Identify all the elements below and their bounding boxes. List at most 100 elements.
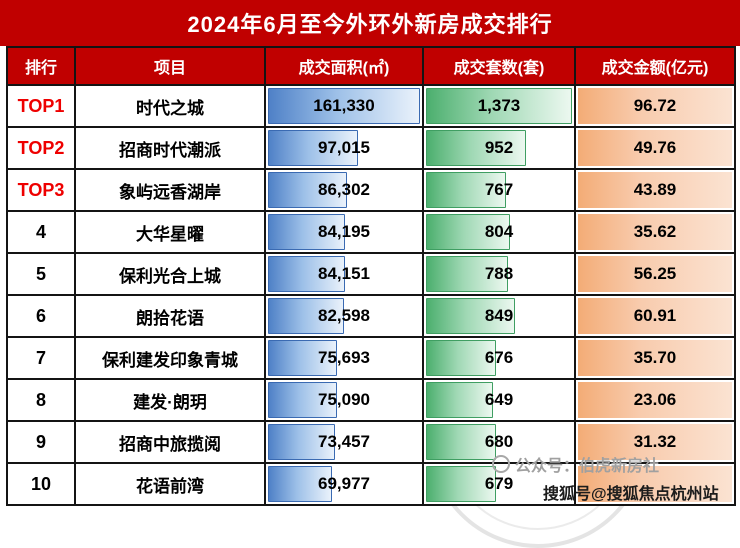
amount-value: 31.32: [633, 432, 677, 451]
rank-cell: 6: [6, 294, 76, 338]
table-row: 7 保利建发印象青城 75,693 676 35.70: [6, 336, 736, 380]
units-value: 649: [484, 390, 514, 409]
table-row: 10 花语前湾 69,977 679: [6, 462, 736, 506]
amount-fill-bar: [578, 424, 732, 460]
amount-fill-bar: [578, 88, 732, 124]
amount-fill-bar: [578, 340, 732, 376]
project-cell: 大华星曜: [74, 210, 266, 254]
table-body: TOP1 时代之城 161,330 1,373 96.72 TOP2 招商时代潮派 97,01…: [6, 84, 736, 506]
amount-cell: 35.70: [574, 336, 736, 380]
page-title: 2024年6月至今外环外新房成交排行: [0, 0, 740, 46]
amount-cell: 60.91: [574, 294, 736, 338]
table-row: 9 招商中旅揽阅 73,457 680 31.32: [6, 420, 736, 464]
area-data-bar: [268, 466, 332, 502]
units-data-bar: [426, 214, 510, 250]
units-value: 767: [484, 180, 514, 199]
area-value: 69,977: [318, 474, 370, 493]
area-value: 73,457: [318, 432, 370, 451]
units-data-bar: [426, 340, 496, 376]
area-value: 84,195: [318, 222, 370, 241]
area-value: 86,302: [318, 180, 370, 199]
units-value: 679: [484, 474, 514, 493]
amount-fill-bar: [578, 130, 732, 166]
header-project: 项目: [74, 46, 266, 86]
units-value: 680: [484, 432, 514, 451]
area-data-bar: [268, 340, 338, 376]
amount-fill-bar: [578, 214, 732, 250]
units-cell: 1,373: [422, 84, 576, 128]
table-row: TOP1 时代之城 161,330 1,373 96.72: [6, 84, 736, 128]
watermark-gongzhonghao: 公众号：伯虎新房社: [492, 452, 659, 476]
amount-cell: 43.89: [574, 168, 736, 212]
amount-cell: 96.72: [574, 84, 736, 128]
amount-cell: 56.25: [574, 252, 736, 296]
units-value: 849: [484, 306, 514, 325]
area-cell: 84,195: [264, 210, 424, 254]
area-data-bar: [268, 256, 346, 292]
area-value: 97,015: [318, 138, 370, 157]
units-value: 804: [484, 222, 514, 241]
rank-cell: TOP2: [6, 126, 76, 170]
project-cell: 时代之城: [74, 84, 266, 128]
area-value: 161,330: [313, 96, 375, 115]
header-units: 成交套数(套): [422, 46, 576, 86]
units-data-bar: [426, 256, 509, 292]
table-row: TOP3 象屿远香湖岸 86,302 767 43.89: [6, 168, 736, 212]
area-value: 75,693: [318, 348, 370, 367]
area-cell: 75,090: [264, 378, 424, 422]
amount-fill-bar: [578, 172, 732, 208]
header-row: 排行 项目 成交面积(㎡) 成交套数(套) 成交金额(亿元): [6, 46, 736, 86]
area-cell: 69,977: [264, 462, 424, 506]
area-data-bar: [268, 382, 337, 418]
units-cell: 952: [422, 126, 576, 170]
units-value: 676: [484, 348, 514, 367]
area-data-bar: [268, 88, 420, 124]
rank-cell: TOP1: [6, 84, 76, 128]
amount-value: 60.91: [633, 306, 677, 325]
table-row: 5 保利光合上城 84,151 788 56.25: [6, 252, 736, 296]
project-cell: 招商中旅揽阅: [74, 420, 266, 464]
units-cell: 680: [422, 420, 576, 464]
amount-value: 35.70: [633, 348, 677, 367]
rank-cell: 5: [6, 252, 76, 296]
project-cell: 象屿远香湖岸: [74, 168, 266, 212]
units-data-bar: [426, 298, 515, 334]
header-rank: 排行: [6, 46, 76, 86]
units-data-bar: [426, 424, 497, 460]
units-value: 788: [484, 264, 514, 283]
amount-fill-bar: [578, 466, 732, 502]
area-value: 75,090: [318, 390, 370, 409]
header-amount: 成交金额(亿元): [574, 46, 736, 86]
amount-fill-bar: [578, 256, 732, 292]
area-cell: 82,598: [264, 294, 424, 338]
area-data-bar: [268, 424, 336, 460]
area-cell: 161,330: [264, 84, 424, 128]
units-value: 1,373: [477, 96, 521, 115]
units-value: 952: [484, 138, 514, 157]
amount-fill-bar: [578, 382, 732, 418]
units-data-bar: [426, 466, 497, 502]
project-cell: 保利光合上城: [74, 252, 266, 296]
units-cell: 649: [422, 378, 576, 422]
area-cell: 86,302: [264, 168, 424, 212]
amount-cell: 49.76: [574, 126, 736, 170]
header-area: 成交面积(㎡): [264, 46, 424, 86]
amount-value: 56.25: [633, 264, 677, 283]
area-data-bar: [268, 298, 344, 334]
project-cell: 招商时代潮派: [74, 126, 266, 170]
project-cell: 建发·朗玥: [74, 378, 266, 422]
ranking-table: 排行 项目 成交面积(㎡) 成交套数(套) 成交金额(亿元) TOP1 时代之城 1…: [6, 46, 736, 506]
table-row: 6 朗拾花语 82,598 849 60.91: [6, 294, 736, 338]
units-data-bar: [426, 382, 493, 418]
units-data-bar: [426, 172, 506, 208]
area-value: 84,151: [318, 264, 370, 283]
watermark-sohu: 搜狐号@搜狐焦点杭州站: [543, 486, 719, 503]
amount-cell: 31.32: [574, 420, 736, 464]
units-cell: 849: [422, 294, 576, 338]
table-row: TOP2 招商时代潮派 97,015 952 49.76: [6, 126, 736, 170]
amount-value: 49.76: [633, 138, 677, 157]
amount-cell: [574, 462, 736, 506]
table-row: 8 建发·朗玥 75,090 649 23.06: [6, 378, 736, 422]
area-cell: 84,151: [264, 252, 424, 296]
units-cell: 676: [422, 336, 576, 380]
